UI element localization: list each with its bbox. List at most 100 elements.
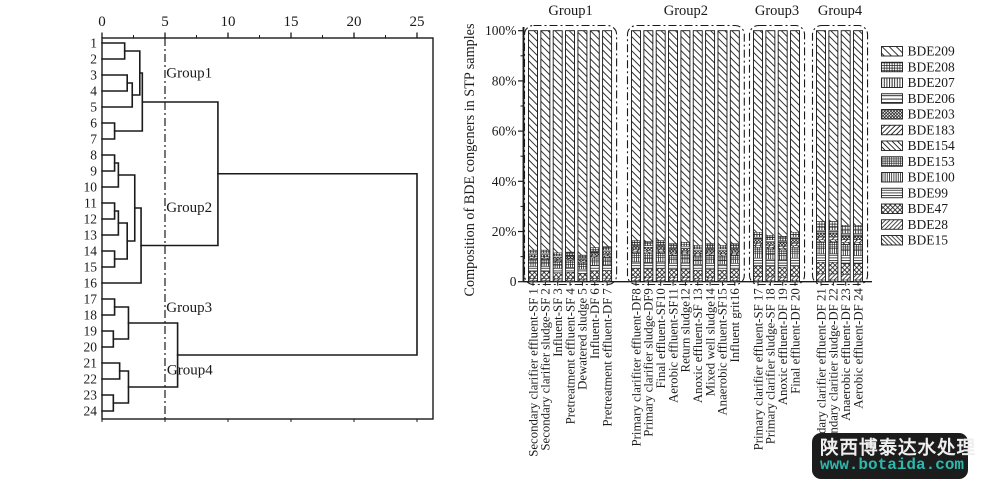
bar-segment-bde28 bbox=[753, 276, 763, 281]
y-tick-label: 20% bbox=[492, 224, 517, 239]
bar-segment-bde47 bbox=[790, 265, 800, 277]
bar-segment-bde153 bbox=[765, 248, 776, 255]
legend-label: BDE15 bbox=[908, 233, 949, 248]
legend-item: BDE209 bbox=[881, 44, 955, 59]
legend-swatch-bde203 bbox=[881, 109, 903, 120]
y-tick-label: 60% bbox=[492, 124, 517, 139]
bar-segment-bde47 bbox=[753, 265, 763, 277]
legend-label: BDE100 bbox=[908, 170, 956, 185]
bar-segment-bde28 bbox=[790, 276, 800, 281]
bar-segment-bde208 bbox=[693, 245, 703, 248]
leaf-label: 13 bbox=[84, 228, 98, 243]
legend-swatch-bde15 bbox=[881, 235, 903, 246]
bar-segment-bde207 bbox=[590, 249, 600, 252]
bar-segment-bde209 bbox=[631, 30, 641, 241]
x-category-label: Primary clarifier sludge-SF 18 bbox=[764, 288, 778, 444]
bar-segment-bde203 bbox=[753, 239, 763, 244]
group-box bbox=[748, 24, 806, 286]
x-category-label: Dewatered sludge 5 bbox=[576, 288, 590, 390]
bar-segment-bde47 bbox=[840, 263, 851, 275]
bar-segment-bde47 bbox=[602, 270, 612, 279]
bar-segment-bde100 bbox=[765, 254, 776, 260]
bar-segment-bde47 bbox=[552, 272, 563, 280]
bar-segment-bde209 bbox=[540, 30, 551, 251]
bar-segment-bde209 bbox=[765, 30, 776, 236]
bar-segment-bde208 bbox=[816, 221, 826, 228]
bar-segment-bde183 bbox=[655, 249, 666, 252]
x-category-label: Primary clarifiter effluent-DF8 bbox=[629, 288, 643, 446]
x-category-label: Primary clarifier effluent-SF 17 bbox=[751, 288, 765, 451]
leaf-label: 14 bbox=[84, 244, 98, 259]
bar-segment-bde209 bbox=[705, 30, 715, 244]
bar-segment-bde208 bbox=[528, 249, 538, 252]
bar-segment-bde207 bbox=[528, 251, 538, 254]
bar-segment-bde47 bbox=[765, 266, 776, 278]
bar-segment-bde153 bbox=[565, 260, 575, 265]
bar-segment-bde203 bbox=[777, 242, 788, 247]
legend-swatch-bde47 bbox=[881, 203, 903, 214]
bar-segment-bde100 bbox=[590, 261, 600, 266]
bar-segment-bde183 bbox=[853, 239, 863, 243]
x-category-label: Secondary clarifier effluent-DF 21 bbox=[814, 288, 828, 465]
bar-segment-bde28 bbox=[577, 278, 588, 282]
bar-segment-bde28 bbox=[528, 278, 538, 281]
bar-segment-bde206 bbox=[753, 237, 763, 240]
bar-segment-bde154 bbox=[765, 247, 776, 250]
bar-segment-bde28 bbox=[552, 278, 563, 282]
bar-segment-bde183 bbox=[705, 251, 715, 255]
bar-segment-bde206 bbox=[840, 233, 851, 237]
bar-group-label: Group3 bbox=[755, 3, 799, 19]
bar-segment-bde207 bbox=[705, 245, 715, 248]
bar-segment-bde99 bbox=[631, 261, 641, 269]
bar-segment-bde154 bbox=[828, 239, 839, 243]
bar-segment-bde207 bbox=[565, 253, 575, 256]
bar-segment-bde99 bbox=[528, 266, 538, 272]
bar-segment-bde208 bbox=[540, 249, 551, 252]
bar-segment-bde208 bbox=[705, 243, 715, 246]
bar-segment-bde28 bbox=[705, 277, 715, 281]
dendrogram-link bbox=[101, 162, 120, 188]
bar-segment-bde183 bbox=[717, 253, 728, 256]
bar-segment-bde206 bbox=[655, 244, 666, 247]
bar-segment-bde153 bbox=[680, 253, 691, 260]
dendrogram-link bbox=[101, 122, 116, 140]
bar-segment-bde203 bbox=[828, 232, 839, 238]
bar-segment-bde203 bbox=[602, 251, 612, 255]
bar-segment-bde99 bbox=[840, 255, 851, 264]
group-box bbox=[523, 24, 618, 286]
leaf-label: 4 bbox=[90, 84, 97, 99]
bar-segment-bde183 bbox=[540, 256, 551, 259]
bar-segment-bde208 bbox=[777, 236, 788, 239]
dendrogram-group-label: Group4 bbox=[167, 362, 213, 378]
bar-segment-bde209 bbox=[816, 30, 826, 222]
y-tick-label: 100% bbox=[485, 23, 517, 38]
dendrogram-group-label: Group2 bbox=[166, 200, 212, 216]
bar-segment-bde208 bbox=[853, 225, 863, 231]
dendrogram-group-label: Group3 bbox=[166, 300, 212, 316]
bar-segment-bde100 bbox=[853, 250, 863, 256]
dendrogram-link bbox=[101, 362, 121, 380]
bar-segment-bde208 bbox=[828, 221, 839, 228]
bar-segment-bde203 bbox=[693, 250, 703, 254]
bar-segment-bde47 bbox=[577, 273, 588, 280]
bar-segment-bde47 bbox=[717, 269, 728, 279]
y-tick-label: 80% bbox=[492, 73, 517, 88]
bar-segment-bde99 bbox=[577, 268, 588, 274]
x-category-label: Aerobic effluent-DF 24 bbox=[851, 288, 865, 409]
bar-segment-bde208 bbox=[717, 245, 728, 248]
bar-segment-bde209 bbox=[828, 30, 839, 222]
bar-segment-bde206 bbox=[590, 250, 600, 253]
x-category-label: Primary clarifier sludge-DF9 bbox=[642, 288, 656, 437]
bar-segment-bde208 bbox=[552, 252, 563, 255]
bar-segment-bde99 bbox=[717, 264, 728, 271]
bar-segment-bde207 bbox=[777, 238, 788, 242]
bar-segment-bde100 bbox=[602, 261, 612, 266]
legend-item: BDE154 bbox=[881, 138, 955, 153]
bar-segment-bde154 bbox=[777, 248, 788, 251]
bar-segment-bde206 bbox=[602, 249, 612, 252]
bar-segment-bde28 bbox=[853, 274, 863, 281]
bar-segment-bde209 bbox=[730, 30, 740, 244]
legend-label: BDE28 bbox=[908, 217, 949, 232]
leaf-label: 23 bbox=[84, 388, 98, 403]
bar-segment-bde47 bbox=[730, 269, 740, 278]
